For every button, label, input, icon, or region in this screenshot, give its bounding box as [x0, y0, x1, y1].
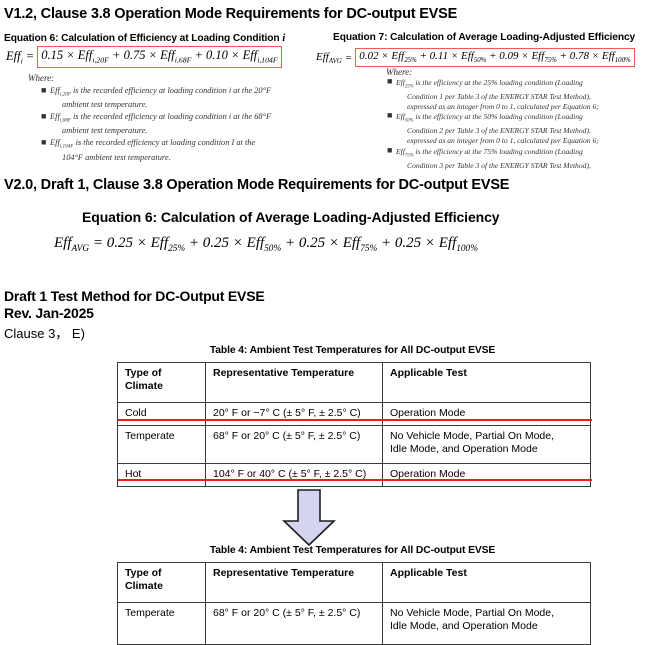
definition-text: is the recorded efficiency at loading co…	[70, 112, 272, 122]
cell-climate: Hot	[117, 463, 206, 487]
equation6-where-label: Where:	[28, 73, 55, 83]
list-item: ■ Eff25% is the efficiency at the 25% loa…	[387, 76, 646, 111]
equation7-caption: Equation 7: Calculation of Average Loadi…	[333, 32, 636, 43]
cell-climate: Temperate	[117, 602, 206, 645]
table-row: Temperate 68° F or 20° C (± 5° F, ± 2.5°…	[117, 602, 591, 645]
equation7-boxed-expression: 0.02 × Eff25% + 0.11 × Eff50% + 0.09 × E…	[355, 48, 635, 68]
equation7-lhs: EffAVG	[316, 50, 342, 65]
definition-text-cont: 104°F ambient test temperature.	[62, 152, 171, 162]
table-row: Temperate 68° F or 20° C (± 5° F, ± 2.5°…	[117, 425, 591, 464]
table-before-caption: Table 4: Ambient Test Temperatures for A…	[209, 345, 496, 356]
v12-section-heading: V1.2, Clause 3.8 Operation Mode Requirem…	[4, 6, 458, 22]
equation6-caption-italic-i: i	[282, 32, 286, 44]
equation6-caption: Equation 6: Calculation of Efficiency at…	[4, 32, 285, 44]
list-item: ■ Eff75% is the efficiency at the 75% loa…	[387, 145, 646, 171]
cell-temperature: 104° F or 40° C (± 5° F, ± 2.5° C)	[205, 463, 383, 487]
definition-text: is the recorded efficiency at loading co…	[70, 86, 272, 95]
cell-applicable-test: Operation Mode	[382, 463, 591, 487]
equation6-caption-text: Equation 6: Calculation of Efficiency at…	[4, 33, 283, 44]
equation6-boxed-expression: 0.15 × Effi,20F + 0.75 × Effi,68F + 0.10…	[37, 46, 282, 68]
cell-applicable-test: No Vehicle Mode, Partial On Mode, Idle Mo…	[382, 602, 591, 645]
definition-term: Effi,68F	[50, 112, 71, 124]
equation7-equals: =	[344, 51, 353, 64]
bullet-icon: ■	[387, 76, 393, 86]
strikethrough-cold-row	[118, 419, 592, 421]
equation7-where-label: Where:	[386, 67, 413, 77]
column-header-applicable-test: Applicable Test	[382, 562, 591, 603]
list-item: ■ Effi,68F is the recorded efficiency at …	[41, 111, 300, 137]
column-header-applicable-test: Applicable Test	[382, 362, 591, 403]
definition-text-cont2: expressed as an integer from 0 to 1, cal…	[407, 136, 599, 145]
table-header-row: Type of Climate Representative Temperatur…	[117, 362, 591, 403]
equation6-definitions-list: ■ Effi,20F is the recorded efficiency at …	[41, 85, 300, 165]
definition-text-cont: ambient test temperature.	[62, 126, 148, 136]
definition-text: is the efficiency at the 25% loading con…	[413, 78, 583, 87]
table-row: Hot 104° F or 40° C (± 5° F, ± 2.5° C) O…	[117, 463, 591, 487]
draft-revision-heading: Rev. Jan-2025	[4, 305, 94, 321]
definition-text-cont: Condition 3 per Table 3 of the ENERGY ST…	[407, 160, 591, 170]
list-item: ■ Eff50% is the efficiency at the 50% loa…	[387, 111, 646, 145]
definition-text-cont: Condition 1 per Table 3 of the ENERGY ST…	[407, 92, 591, 102]
bullet-icon: ■	[41, 137, 47, 148]
table-before: Type of Climate Representative Temperatur…	[117, 362, 591, 487]
table-after: Type of Climate Representative Temperatur…	[117, 562, 591, 645]
bullet-icon: ■	[41, 111, 47, 122]
cell-climate: Cold	[117, 402, 206, 426]
column-header-climate: Type of Climate	[117, 362, 206, 403]
list-item: ■ Effi,104F is the recorded efficiency at…	[41, 137, 300, 163]
definition-term: Eff75%	[396, 146, 414, 159]
cell-temperature: 20° F or −7° C (± 5° F, ± 2.5° C)	[205, 402, 383, 426]
equation6-lhs: Effi	[6, 48, 23, 66]
cell-applicable-test: Operation Mode	[382, 402, 591, 426]
cell-temperature: 68° F or 20° C (± 5° F, ± 2.5° C)	[205, 602, 383, 645]
definition-text-cont2: expressed as an integer from 0 to 1, cal…	[407, 101, 599, 111]
list-item: ■ Effi,20F is the recorded efficiency at …	[41, 85, 300, 111]
definition-text-cont: Condition 2 per Table 3 of the ENERGY ST…	[407, 126, 591, 136]
definition-term: Eff50%	[396, 112, 414, 124]
v20-equation6-expression: EffAVG = 0.25 × Eff25% + 0.25 × Eff50% +…	[54, 235, 478, 254]
cell-applicable-test: No Vehicle Mode, Partial On Mode, Idle Mo…	[382, 425, 591, 464]
table-header-row: Type of Climate Representative Temperatur…	[117, 562, 591, 603]
equation7-row: EffAVG = 0.02 × Eff25% + 0.11 × Eff50% +…	[316, 48, 635, 68]
definition-term: Effi,104F	[50, 138, 74, 151]
column-header-climate: Type of Climate	[117, 562, 206, 603]
bullet-icon: ■	[41, 85, 47, 95]
equation7-definitions-list: ■ Eff25% is the efficiency at the 25% loa…	[387, 76, 646, 171]
definition-text: is the efficiency at the 75% loading con…	[413, 146, 583, 156]
definition-text: is the recorded efficiency at loading co…	[73, 138, 256, 148]
table-row: Cold 20° F or −7° C (± 5° F, ± 2.5° C) O…	[117, 402, 591, 426]
cell-temperature: 68° F or 20° C (± 5° F, ± 2.5° C)	[205, 425, 383, 464]
bullet-icon: ■	[387, 144, 393, 155]
definition-text-cont: ambient test temperature.	[62, 100, 148, 110]
column-header-temperature: Representative Temperature	[205, 562, 383, 603]
equation6-equals: =	[25, 49, 35, 64]
definition-term: Effi,20F	[50, 86, 71, 98]
bullet-icon: ■	[387, 110, 393, 121]
column-header-temperature: Representative Temperature	[205, 362, 383, 403]
equation6-row: Effi = 0.15 × Effi,20F + 0.75 × Effi,68F…	[6, 46, 282, 68]
v20-equation6-caption: Equation 6: Calculation of Average Loadi…	[82, 209, 500, 225]
table-after-caption: Table 4: Ambient Test Temperatures for A…	[209, 545, 496, 556]
definition-term: Eff25%	[396, 78, 414, 90]
cell-climate: Temperate	[117, 425, 206, 464]
strikethrough-hot-row	[118, 479, 592, 481]
v20-section-heading: V2.0, Draft 1, Clause 3.8 Operation Mode…	[4, 177, 510, 193]
draft-test-method-heading: Draft 1 Test Method for DC-Output EVSE	[4, 288, 265, 304]
draft-clause-label: Clause 3， E)	[4, 326, 85, 341]
down-arrow-icon	[282, 489, 336, 547]
definition-text: is the efficiency at the 50% loading con…	[413, 112, 583, 122]
